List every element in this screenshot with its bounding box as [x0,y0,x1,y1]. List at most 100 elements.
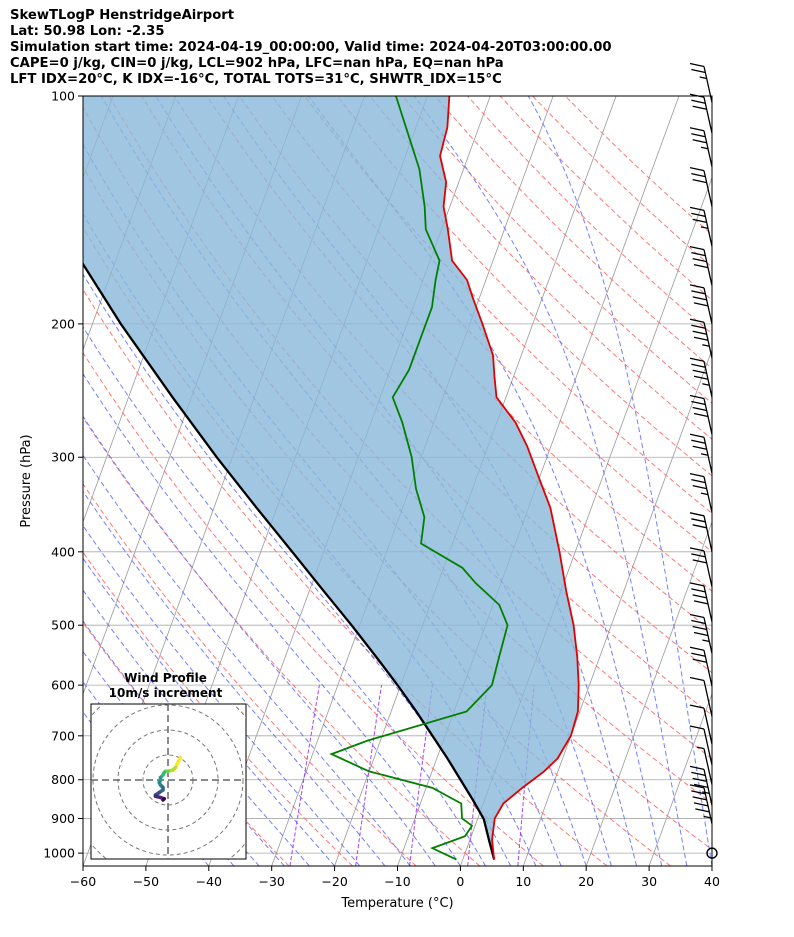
convective-params: CAPE=0 j/kg, CIN=0 j/kg, LCL=902 hPa, LF… [10,56,504,71]
barb-flag [689,613,705,619]
barb-flag [689,512,705,517]
wind-barb [689,725,713,766]
barb-flag [692,296,707,301]
calm-wind-circle [706,847,718,859]
y-tick-label: 500 [51,618,75,633]
hodograph-area [91,704,246,859]
barb-staff [703,680,713,717]
barb-flag [689,704,705,709]
barb-flag [691,518,706,523]
x-tick-label: 0 [456,874,464,889]
barb-flag [691,400,706,406]
barb-flag [689,646,705,651]
barb-flag [689,93,705,98]
barb-staff [703,728,713,766]
barb-flag [689,582,705,587]
barb-half-flag [702,791,710,795]
barb-flag [692,178,707,184]
dry-adiabat [83,416,481,866]
y-tick-label: 100 [51,89,75,104]
moist-adiabat [83,454,411,866]
barb-flag [691,290,706,295]
barb-flag [693,783,709,789]
barb-flag [691,133,706,138]
moist-adiabat [527,96,712,866]
hodograph-subtitle: 10m/s increment [109,686,223,700]
barb-half-flag [703,815,711,819]
barb-flag [693,336,709,341]
barb-flag [692,559,707,564]
barb-flag [693,302,709,307]
mixing-ratio-line [355,685,383,866]
barb-half-flag [702,344,710,347]
wind-barb [689,582,713,623]
x-tick-label: −10 [384,874,410,889]
barb-flag [692,139,707,144]
x-tick-label: 30 [641,874,657,889]
barb-flag [691,588,706,593]
moist-adiabat [83,620,285,866]
barb-flag [689,547,705,552]
barb-flag [692,796,707,801]
wind-barb [689,704,713,745]
barb-flag [691,172,706,178]
barb-half-flag [700,226,709,230]
wind-barb [689,784,713,825]
dry-adiabat [108,96,712,760]
barb-flag [691,478,706,484]
barb-flag [689,62,705,68]
barb-flag [689,394,705,400]
y-tick-label: 700 [51,728,75,743]
barb-flag [691,99,706,104]
barb-flag [693,802,709,807]
barb-flag [693,263,709,269]
barb-flag [689,357,705,362]
barb-flag [693,631,709,637]
chart-title: SkewTLogP HenstridgeAirport [10,8,235,23]
plot-area [83,96,712,866]
wind-barb [696,746,713,785]
x-tick-label: 40 [704,874,720,889]
moist-adiabat [83,589,310,866]
hodograph-title: Wind Profile [124,671,207,685]
barb-flag [689,765,705,771]
wind-barb [689,127,713,167]
wind-barb [689,765,713,806]
barb-flag [691,439,706,444]
wind-barb [689,547,713,588]
moist-adiabat [83,273,512,866]
y-tick-label: 600 [51,678,75,693]
parcel-shade-region [83,96,579,860]
barb-half-flag [696,746,705,750]
wind-barb [689,433,713,474]
x-tick-label: 20 [578,874,594,889]
barb-flag [689,127,705,132]
simulation-times: Simulation start time: 2024-04-19_00:00:… [10,40,612,55]
barb-flag [689,725,705,730]
moist-adiabat [83,326,486,866]
wind-barb [689,394,713,435]
wind-barb [689,166,713,207]
x-tick-label: −40 [196,874,222,889]
dewpoint-line [329,96,509,861]
barb-flag [692,406,707,412]
x-tick-label: −50 [133,874,159,889]
moist-adiabat [83,650,260,866]
wind-barb [689,357,713,398]
barb-flag [695,808,710,813]
mixing-ratio-line [517,685,535,866]
barb-staff [703,708,713,745]
mixing-ratio-line [289,685,320,866]
barb-flag [691,324,706,329]
temperature-line [439,96,580,860]
barb-flag [691,619,706,625]
moist-adiabat [83,557,335,866]
x-tick-label: −20 [321,874,347,889]
barb-flag [689,472,705,478]
wind-barb [689,646,713,687]
x-axis-label: Temperature (°C) [340,896,453,911]
dry-adiabat [141,96,712,716]
wind-barb [689,206,713,247]
wind-barb [689,62,713,103]
barb-flag [692,524,707,529]
